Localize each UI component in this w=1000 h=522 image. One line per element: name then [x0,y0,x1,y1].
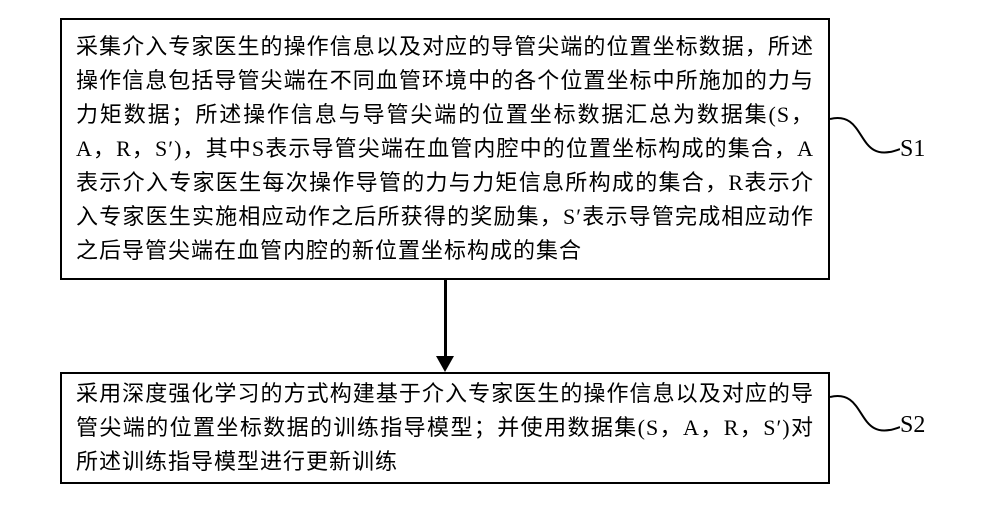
step-s2-label: S2 [900,412,925,439]
flowchart-canvas: 采集介入专家医生的操作信息以及对应的导管尖端的位置坐标数据，所述操作信息包括导管… [0,0,1000,522]
step-s2-box: 采用深度强化学习的方式构建基于介入专家医生的操作信息以及对应的导管尖端的位置坐标… [60,372,830,484]
arrow-shaft [444,280,447,356]
step-s1-box: 采集介入专家医生的操作信息以及对应的导管尖端的位置坐标数据，所述操作信息包括导管… [60,18,830,280]
step-s1-label: S1 [900,136,925,163]
step-s2-text: 采用深度强化学习的方式构建基于介入专家医生的操作信息以及对应的导管尖端的位置坐标… [76,377,814,479]
label-s1-connector [830,110,900,170]
step-s1-text: 采集介入专家医生的操作信息以及对应的导管尖端的位置坐标数据，所述操作信息包括导管… [76,30,814,269]
arrow-head-icon [436,356,454,372]
label-s2-connector [830,388,900,448]
